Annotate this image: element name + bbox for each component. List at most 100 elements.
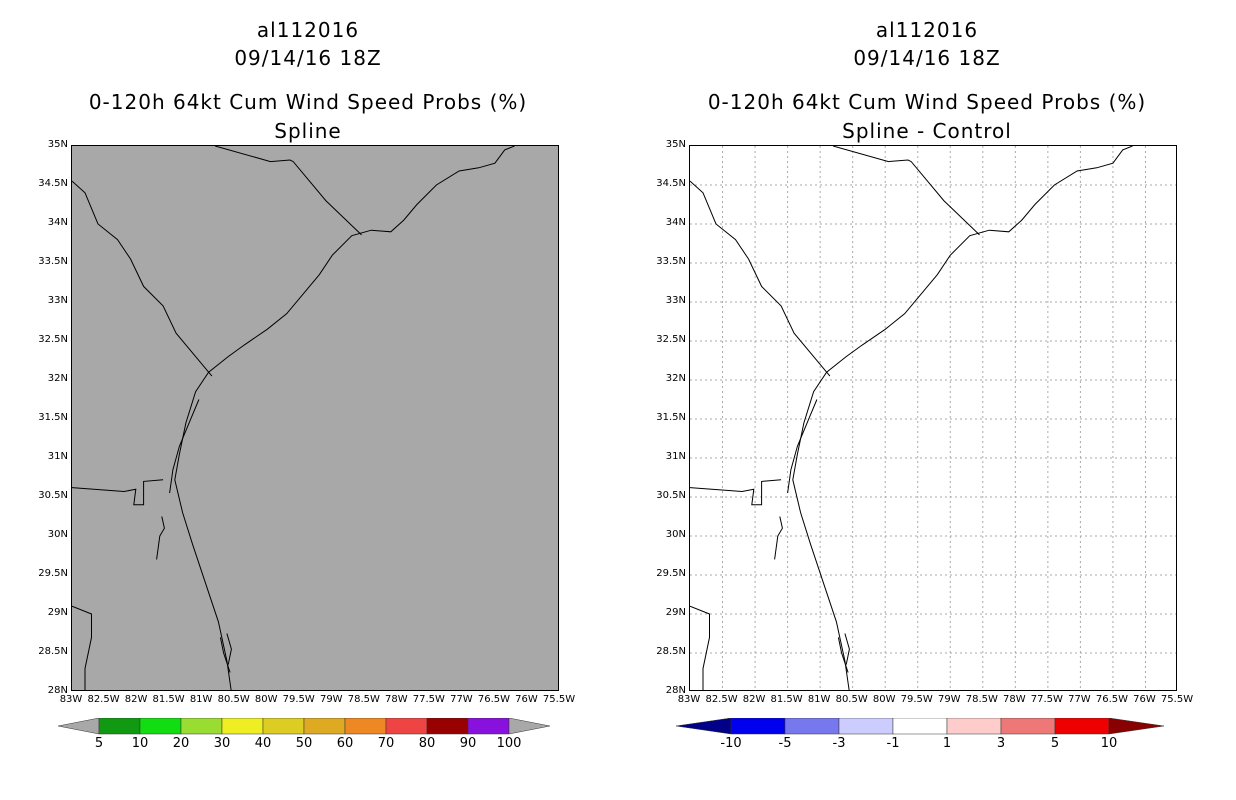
lat-tick-label: 32N xyxy=(665,373,686,384)
lat-tick-label: 32.5N xyxy=(656,334,686,345)
right-map-plot xyxy=(689,145,1177,691)
colorbar-segment xyxy=(946,718,1002,735)
left-product-title: 0-120h 64kt Cum Wind Speed Probs (%) xyxy=(88,90,528,114)
colorbar-label: 60 xyxy=(336,736,354,751)
boundary-line xyxy=(169,399,200,494)
boundary-line xyxy=(156,516,165,560)
lon-tick-label: 82W xyxy=(124,694,148,705)
coastline-main xyxy=(792,146,1133,690)
lon-tick-label: 82W xyxy=(742,694,766,705)
colorbar-label: 3 xyxy=(996,736,1006,751)
lat-tick-label: 31.5N xyxy=(38,412,68,423)
lon-tick-label: 80.5W xyxy=(217,694,250,705)
lat-tick-label: 29N xyxy=(47,607,68,618)
right-datetime: 09/14/16 18Z xyxy=(853,46,1001,70)
right-colorbar xyxy=(676,718,1165,735)
coastline xyxy=(690,146,1133,690)
colorbar-segment xyxy=(730,718,786,735)
lat-tick-label: 34N xyxy=(47,217,68,228)
lon-tick-label: 77.5W xyxy=(412,694,445,705)
right-subtitle: Spline - Control xyxy=(842,119,1012,143)
lon-tick-label: 79W xyxy=(319,694,343,705)
lat-tick-label: 33.5N xyxy=(38,256,68,267)
colorbar-right-triangle xyxy=(1108,718,1165,735)
colorbar-segment xyxy=(98,718,141,735)
lat-tick-label: 29.5N xyxy=(656,568,686,579)
colorbar-label: 50 xyxy=(295,736,313,751)
lon-tick-label: 80W xyxy=(254,694,278,705)
colorbar-segment xyxy=(139,718,182,735)
colorbar-segment xyxy=(1054,718,1110,735)
colorbar-segment xyxy=(385,718,428,735)
lat-tick-label: 30N xyxy=(47,529,68,540)
colorbar-label: -1 xyxy=(886,736,900,751)
boundary-line xyxy=(774,516,783,560)
lon-tick-label: 81.5W xyxy=(152,694,185,705)
lat-tick-label: 29.5N xyxy=(38,568,68,579)
lat-tick-label: 28N xyxy=(665,685,686,696)
boundary-line xyxy=(787,399,818,494)
colorbar-label: 10 xyxy=(131,736,149,751)
coastline-main xyxy=(174,146,515,690)
lat-tick-label: 31N xyxy=(665,451,686,462)
colorbar-label: 70 xyxy=(377,736,395,751)
lat-tick-label: 28.5N xyxy=(38,646,68,657)
colorbar-label: 80 xyxy=(418,736,436,751)
colorbar-label: 30 xyxy=(213,736,231,751)
lat-tick-label: 28.5N xyxy=(656,646,686,657)
colorbar-segment xyxy=(784,718,840,735)
left-colorbar xyxy=(58,718,551,735)
lon-tick-label: 77W xyxy=(450,694,473,705)
boundary-line xyxy=(72,605,92,690)
lat-tick-label: 34.5N xyxy=(656,178,686,189)
lon-tick-label: 77W xyxy=(1068,694,1091,705)
colorbar-label: -3 xyxy=(832,736,846,751)
lon-tick-label: 81.5W xyxy=(770,694,803,705)
colorbar-segment xyxy=(426,718,469,735)
lon-tick-label: 76.5W xyxy=(1095,694,1128,705)
colorbar-label: -5 xyxy=(778,736,792,751)
lat-tick-label: 30.5N xyxy=(38,490,68,501)
boundary-line xyxy=(690,479,782,506)
colorbar-label: 5 xyxy=(94,736,104,751)
lat-tick-label: 33.5N xyxy=(656,256,686,267)
colorbar-label: 40 xyxy=(254,736,272,751)
lat-tick-label: 35N xyxy=(665,139,686,150)
colorbar-segment xyxy=(180,718,223,735)
left-subtitle: Spline xyxy=(274,119,342,143)
lat-tick-label: 30N xyxy=(665,529,686,540)
left-storm-id: al112016 xyxy=(256,18,360,42)
lon-tick-label: 81W xyxy=(807,694,831,705)
boundary-line xyxy=(837,637,849,673)
colorbar-segment xyxy=(303,718,346,735)
lat-tick-label: 34N xyxy=(665,217,686,228)
lon-tick-label: 76.5W xyxy=(477,694,510,705)
lon-tick-label: 80.5W xyxy=(835,694,868,705)
lon-tick-label: 79.5W xyxy=(282,694,315,705)
boundary-line xyxy=(690,180,831,377)
colorbar-segment xyxy=(262,718,305,735)
boundary-line xyxy=(832,146,980,236)
lat-tick-label: 33N xyxy=(665,295,686,306)
right-storm-id: al112016 xyxy=(875,18,979,42)
boundary-line xyxy=(219,637,231,673)
colorbar-segment xyxy=(344,718,387,735)
colorbar-label: 90 xyxy=(459,736,477,751)
lat-tick-label: 34.5N xyxy=(38,178,68,189)
colorbar-segment xyxy=(467,718,510,735)
boundary-line xyxy=(226,633,232,665)
lon-tick-label: 75.5W xyxy=(542,694,576,705)
lat-tick-label: 29N xyxy=(665,607,686,618)
boundary-line xyxy=(844,633,850,665)
right-product-title: 0-120h 64kt Cum Wind Speed Probs (%) xyxy=(707,90,1147,114)
lon-tick-label: 75.5W xyxy=(1160,694,1194,705)
boundary-line xyxy=(72,180,213,377)
lon-tick-label: 82.5W xyxy=(705,694,738,705)
lon-tick-label: 77.5W xyxy=(1030,694,1063,705)
lat-tick-label: 30.5N xyxy=(656,490,686,501)
coastline xyxy=(72,146,515,690)
colorbar-segment xyxy=(1000,718,1056,735)
colorbar-segment xyxy=(221,718,264,735)
colorbar-right-triangle xyxy=(508,718,551,735)
lon-tick-label: 76W xyxy=(515,694,538,705)
